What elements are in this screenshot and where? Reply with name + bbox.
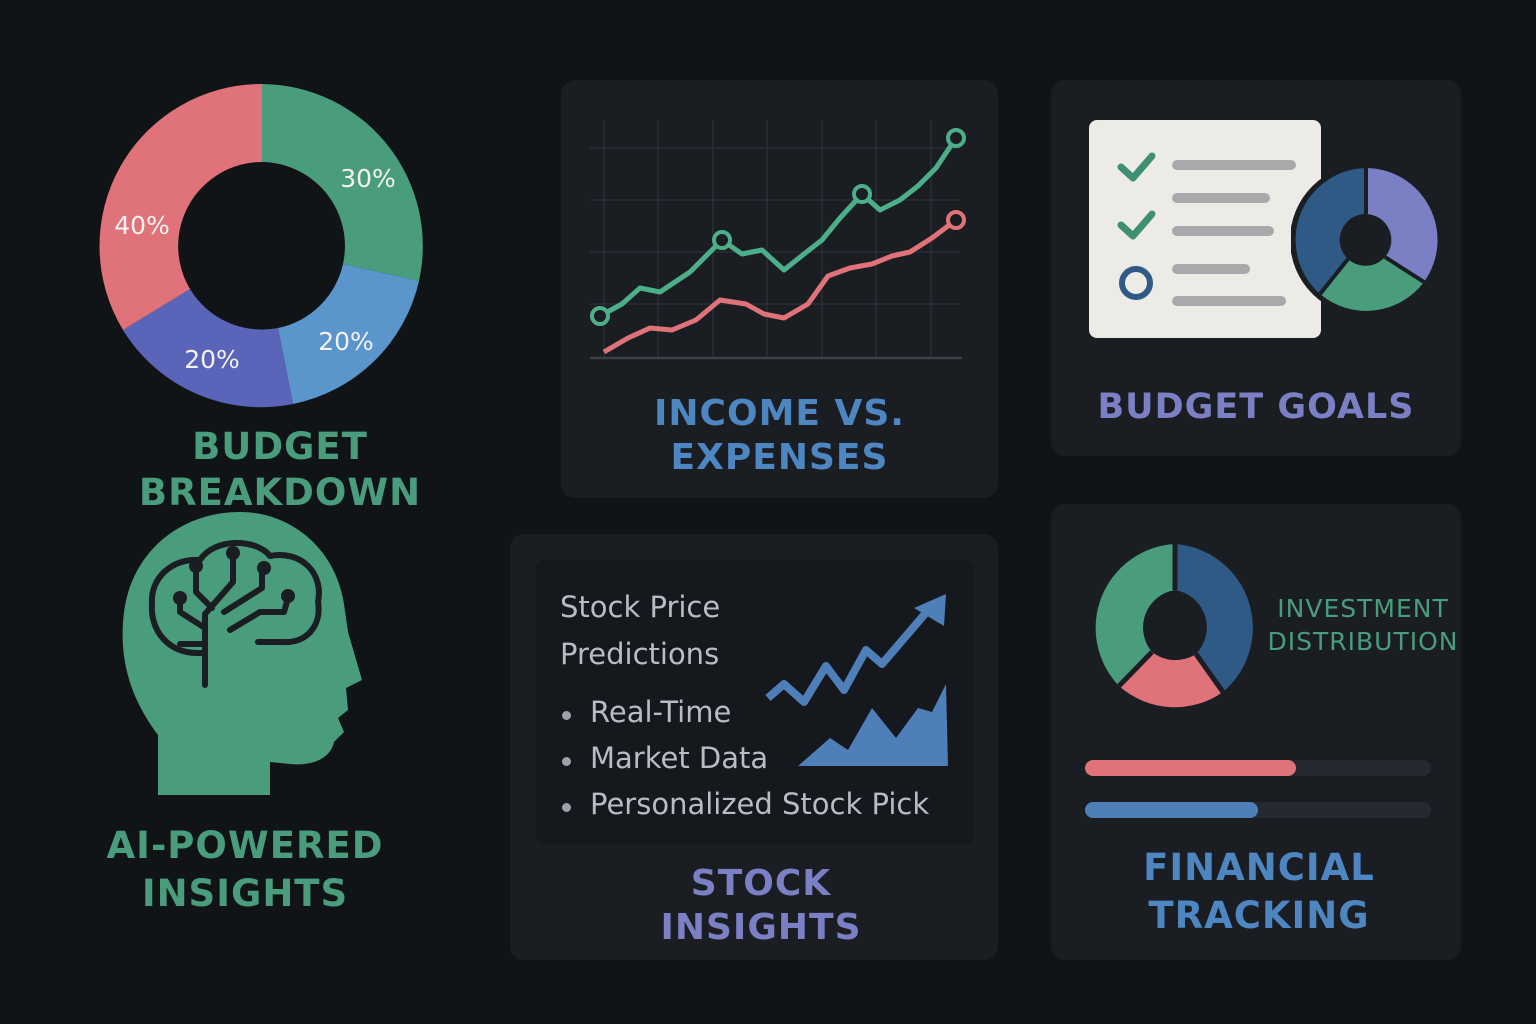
check-icon <box>1117 152 1156 182</box>
income-marker <box>590 306 610 326</box>
budget-goals-panel: BUDGET GOALS <box>1051 80 1461 456</box>
income-expenses-panel: INCOME VS. EXPENSES <box>561 80 998 498</box>
stock-bullet-1: Real-Time <box>590 695 732 729</box>
financial-tracking-title-line2: TRACKING <box>1148 894 1370 937</box>
ai-insights-title-line1: AI-POWERED <box>106 824 384 867</box>
income-expenses-title-line1: INCOME VS. <box>654 393 905 434</box>
donut-slice-40-red <box>99 83 263 330</box>
goals-slice-green <box>1320 257 1424 311</box>
progress-fill-red <box>1085 760 1297 776</box>
goals-slice-purple <box>1366 168 1438 282</box>
investment-distribution-label: INVESTMENT DISTRIBUTION <box>1263 592 1463 658</box>
investment-donut-chart <box>1095 544 1253 708</box>
investment-label-line2: DISTRIBUTION <box>1267 627 1459 656</box>
expense-line <box>602 218 958 355</box>
stock-bullet-3: Personalized Stock Pick <box>590 787 930 821</box>
progress-bar-blue <box>1085 802 1431 818</box>
budget-breakdown-title: BUDGET BREAKDOWN <box>138 425 422 515</box>
brain-head-icon <box>122 512 362 795</box>
stock-insights-title-line1: STOCK <box>690 863 832 904</box>
financial-tracking-panel: INVESTMENT DISTRIBUTION FINANCIAL TRACKI… <box>1051 504 1461 960</box>
budget-goals-title: BUDGET GOALS <box>1097 387 1415 427</box>
income-marker <box>852 184 872 204</box>
head-silhouette <box>122 512 362 795</box>
checklist-line <box>1172 296 1286 306</box>
investment-slice-green <box>1095 544 1175 686</box>
stock-inner-card <box>536 560 974 844</box>
ai-insights-title: AI-POWERED INSIGHTS <box>60 822 430 918</box>
stock-chart-graphic <box>765 594 948 766</box>
checklist-line <box>1172 226 1274 236</box>
stock-area <box>798 684 948 766</box>
income-marker <box>946 128 966 148</box>
stock-heading-line2: Predictions <box>560 637 720 671</box>
income-expenses-title-line2: EXPENSES <box>670 437 889 478</box>
budget-donut-chart: 30% 20% 20% 40% <box>99 83 423 408</box>
financial-tracking-title-line1: FINANCIAL <box>1143 846 1375 889</box>
goals-checklist-graphic <box>1117 152 1296 306</box>
checklist-line <box>1172 264 1250 274</box>
income-marker <box>712 230 732 250</box>
donut-slice-20-purple <box>123 289 293 408</box>
goals-slice-navy <box>1295 168 1366 294</box>
slice-label-20-purple: 20% <box>184 345 240 374</box>
investment-label-line1: INVESTMENT <box>1277 594 1449 623</box>
financial-tracking-title: FINANCIAL TRACKING <box>1051 844 1467 940</box>
income-expenses-title: INCOME VS. EXPENSES <box>561 392 998 480</box>
donut-slice-20-blue <box>278 264 419 404</box>
bullet-dot <box>562 757 571 766</box>
income-expenses-chart <box>590 120 966 360</box>
income-line <box>598 136 959 319</box>
ai-insights-title-line2: INSIGHTS <box>141 872 349 915</box>
investment-slice-navy <box>1175 544 1253 692</box>
chart-grid <box>590 120 960 358</box>
circuit-nodes <box>173 546 295 605</box>
checklist-line <box>1172 193 1270 203</box>
stock-trend-line <box>765 605 934 706</box>
bullet-dot <box>562 711 571 720</box>
brain-outline <box>148 540 322 656</box>
progress-bar-red <box>1085 760 1431 776</box>
donut-slice-30-green <box>262 84 423 281</box>
checklist-line <box>1172 160 1296 170</box>
arrow-up-icon <box>914 594 946 626</box>
slice-label-20-blue: 20% <box>318 327 374 356</box>
goals-donut-chart <box>1291 164 1442 316</box>
investment-slice-red <box>1119 652 1223 708</box>
check-icon <box>1117 210 1156 240</box>
progress-fill-blue <box>1085 802 1258 818</box>
stock-insights-title-line2: INSIGHTS <box>660 907 862 948</box>
expense-marker <box>946 210 966 230</box>
circle-icon <box>1119 266 1153 300</box>
stock-bullet-2: Market Data <box>590 741 769 775</box>
slice-label-40: 40% <box>114 211 170 240</box>
stock-heading-line1: Stock Price <box>560 590 721 624</box>
stock-insights-panel: Stock Price Predictions Real-Time Market… <box>510 534 998 960</box>
bullet-dot <box>562 803 571 812</box>
slice-label-30: 30% <box>340 164 396 193</box>
stock-insights-title: STOCK INSIGHTS <box>510 862 1012 950</box>
circuit-lines <box>177 550 291 688</box>
